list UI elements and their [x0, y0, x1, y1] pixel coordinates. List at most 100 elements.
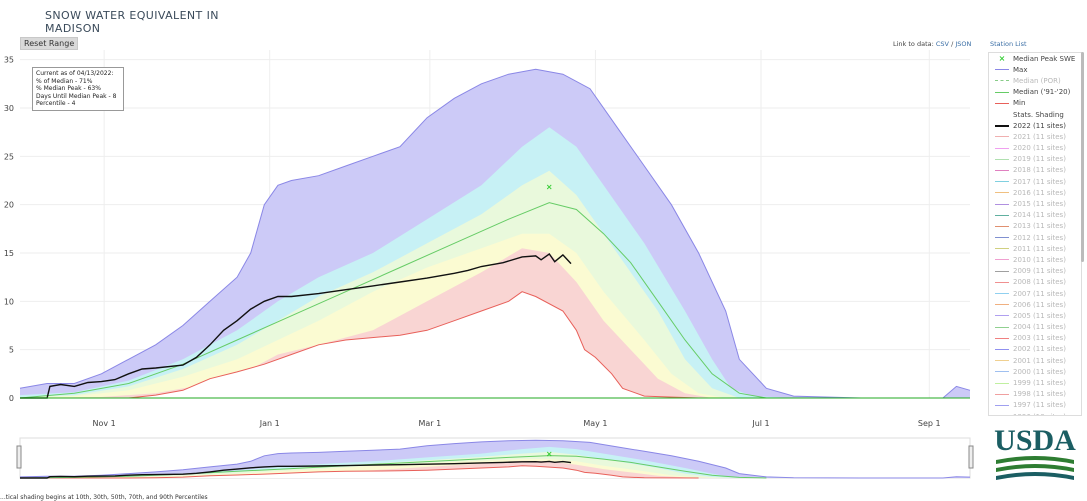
- usda-logo-graphic: USDA: [994, 424, 1076, 480]
- legend-item[interactable]: 2021 (11 sites): [989, 131, 1081, 142]
- info-line: % Median Peak - 63%: [36, 85, 101, 93]
- x-tick-label: Sep 1: [918, 419, 941, 428]
- legend-swatch: [995, 147, 1009, 149]
- link-separator: /: [951, 40, 954, 48]
- legend-swatch: [995, 114, 1009, 115]
- legend-item[interactable]: 1997 (11 sites): [989, 400, 1081, 411]
- y-tick-label: 25: [4, 152, 14, 161]
- legend-label: 1998 (11 sites): [1013, 390, 1066, 399]
- legend-item[interactable]: 2008 (11 sites): [989, 277, 1081, 288]
- range-slider-right-handle[interactable]: [968, 445, 974, 469]
- legend-item[interactable]: 2022 (11 sites): [989, 120, 1081, 131]
- legend-item[interactable]: 2014 (11 sites): [989, 210, 1081, 221]
- csv-link[interactable]: CSV: [935, 40, 950, 48]
- legend-swatch: [995, 326, 1009, 328]
- legend-label: 2019 (11 sites): [1013, 155, 1066, 164]
- legend-item[interactable]: 2005 (11 sites): [989, 310, 1081, 321]
- info-line: Current as of 04/13/2022:: [36, 70, 114, 77]
- legend-swatch: [995, 393, 1009, 395]
- legend-item[interactable]: 2002 (11 sites): [989, 344, 1081, 355]
- legend-item[interactable]: 2016 (11 sites): [989, 187, 1081, 198]
- legend-swatch: [995, 124, 1009, 127]
- legend-item[interactable]: 2012 (11 sites): [989, 232, 1081, 243]
- range-slider-left-handle[interactable]: [16, 445, 22, 469]
- legend-item[interactable]: 2000 (11 sites): [989, 366, 1081, 377]
- band-line-min: [20, 291, 699, 399]
- legend-item[interactable]: × Median Peak SWE: [989, 53, 1081, 64]
- legend-label: 2011 (11 sites): [1013, 244, 1066, 253]
- chart-legend: × Median Peak SWE Max Median (POR) Median ('…: [988, 52, 1082, 416]
- series-2022: [20, 253, 572, 399]
- legend-item[interactable]: 1999 (11 sites): [989, 377, 1081, 388]
- legend-label: 2000 (11 sites): [1013, 367, 1066, 376]
- x-tick-label: May 1: [583, 419, 607, 428]
- current-info-box: Current as of 04/13/2022: % of Median - …: [32, 67, 124, 111]
- y-tick-label: 30: [4, 104, 14, 113]
- legend-item[interactable]: Stats. Shading: [989, 109, 1081, 120]
- legend-swatch: [995, 382, 1009, 384]
- legend-item[interactable]: 1996 (10 sites): [989, 411, 1081, 415]
- legend-item[interactable]: 2015 (11 sites): [989, 198, 1081, 209]
- legend-item[interactable]: Median ('91-'20): [989, 87, 1081, 98]
- legend-item[interactable]: 2004 (11 sites): [989, 322, 1081, 333]
- band-min-mini: [20, 465, 699, 478]
- legend-scrollbar[interactable]: [1081, 52, 1084, 262]
- legend-swatch: [995, 69, 1009, 71]
- series-2022-mini: [20, 460, 572, 479]
- legend-label: 2020 (11 sites): [1013, 144, 1066, 153]
- peak-marker-mini: ×: [546, 450, 553, 459]
- legend-item[interactable]: 2013 (11 sites): [989, 221, 1081, 232]
- legend-item[interactable]: 2020 (11 sites): [989, 143, 1081, 154]
- legend-swatch: [995, 237, 1009, 239]
- legend-label: 2001 (11 sites): [1013, 356, 1066, 365]
- legend-swatch: [995, 337, 1009, 339]
- legend-swatch: [995, 404, 1009, 406]
- legend-label: 2003 (11 sites): [1013, 334, 1066, 343]
- legend-label: 2016 (11 sites): [1013, 188, 1066, 197]
- band-line-max: [19, 68, 971, 399]
- legend-item[interactable]: 2017 (11 sites): [989, 176, 1081, 187]
- legend-swatch: [995, 304, 1009, 306]
- legend-item[interactable]: Median (POR): [989, 75, 1081, 86]
- legend-item[interactable]: 2018 (11 sites): [989, 165, 1081, 176]
- band-line-min-mini: [20, 465, 699, 479]
- reset-range-button[interactable]: Reset Range: [20, 37, 79, 50]
- legend-item[interactable]: 1998 (11 sites): [989, 389, 1081, 400]
- legend-swatch: [995, 225, 1009, 227]
- legend-swatch: [995, 315, 1009, 317]
- logo-text: USDA: [994, 424, 1076, 457]
- band-min: [20, 291, 699, 398]
- legend-item[interactable]: 2007 (11 sites): [989, 288, 1081, 299]
- y-tick-label: 0: [9, 394, 14, 403]
- y-tick-label: 5: [9, 346, 14, 355]
- legend-item[interactable]: 2003 (11 sites): [989, 333, 1081, 344]
- legend-swatch: [995, 270, 1009, 272]
- legend-label: 2012 (11 sites): [1013, 233, 1066, 242]
- legend-label: Median ('91-'20): [1013, 88, 1071, 97]
- json-link[interactable]: JSON: [955, 40, 972, 48]
- legend-item[interactable]: 2010 (11 sites): [989, 254, 1081, 265]
- y-tick-label: 15: [4, 249, 14, 258]
- title-line-1: SNOW WATER EQUIVALENT IN: [45, 9, 219, 22]
- legend-item[interactable]: Max: [989, 64, 1081, 75]
- legend-item[interactable]: 2011 (11 sites): [989, 243, 1081, 254]
- legend-label: 1999 (11 sites): [1013, 379, 1066, 388]
- legend-label: Min: [1013, 99, 1026, 108]
- link-prefix: Link to data:: [893, 40, 934, 48]
- info-line: Percentile - 4: [36, 100, 76, 108]
- legend-item[interactable]: 2001 (11 sites): [989, 355, 1081, 366]
- legend-swatch: [995, 371, 1009, 373]
- legend-swatch: ×: [998, 54, 1006, 64]
- legend-item[interactable]: 2019 (11 sites): [989, 154, 1081, 165]
- title-line-2: MADISON: [45, 22, 101, 35]
- legend-item[interactable]: 2009 (11 sites): [989, 266, 1081, 277]
- station-list-link[interactable]: Station List: [990, 40, 1027, 48]
- legend-item[interactable]: 2006 (11 sites): [989, 299, 1081, 310]
- legend-item[interactable]: Min: [989, 98, 1081, 109]
- x-tick-label: Jan 1: [259, 419, 280, 428]
- info-line: Days Until Median Peak - 8: [36, 92, 117, 100]
- legend-swatch: [995, 181, 1009, 183]
- legend-swatch: [995, 281, 1009, 283]
- legend-swatch: [995, 91, 1009, 93]
